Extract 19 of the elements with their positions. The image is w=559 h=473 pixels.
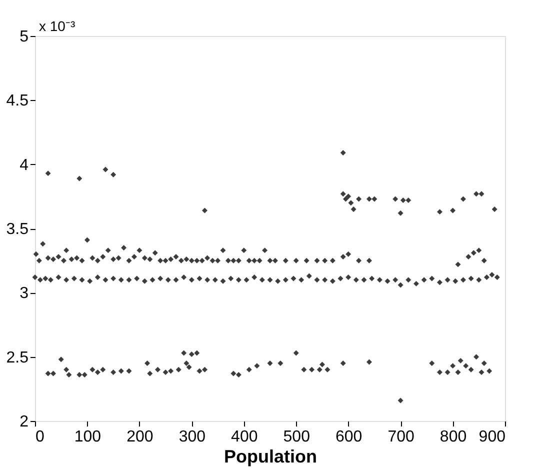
text: x 10⁻³ xyxy=(39,18,76,34)
y-tick-label: 4 xyxy=(20,156,29,174)
y-tick-label: 4.5 xyxy=(6,92,29,110)
y-tick-label: 5 xyxy=(20,28,29,46)
y-tick-label: 2 xyxy=(20,414,29,430)
x-tick-label: 900 xyxy=(478,428,506,446)
x-tick-label: 0 xyxy=(36,428,44,446)
x-tick-label: 700 xyxy=(388,428,414,446)
x-axis-title: Population xyxy=(224,446,317,466)
x-tick-label: 100 xyxy=(74,428,102,446)
y-tick-label: 3.5 xyxy=(6,221,29,238)
x-tick-label: 500 xyxy=(283,428,310,446)
x-tick-label: 200 xyxy=(126,428,154,446)
y-tick-label: 3 xyxy=(20,285,29,302)
x-tick-label: 400 xyxy=(231,428,258,446)
y-tick-label: 2.5 xyxy=(6,349,29,366)
x-tick-label: 800 xyxy=(440,428,467,446)
x-tick-label: 300 xyxy=(178,428,206,446)
x-tick-label: 600 xyxy=(335,428,362,446)
